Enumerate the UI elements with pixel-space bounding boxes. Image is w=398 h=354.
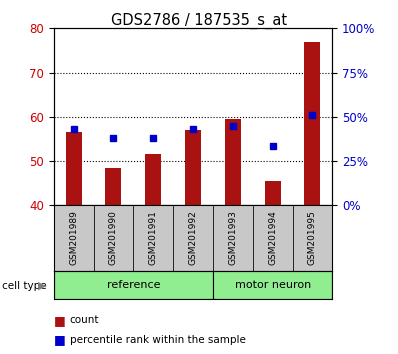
Text: ■: ■ (54, 333, 66, 346)
Text: GSM201991: GSM201991 (149, 211, 158, 266)
Text: ▶: ▶ (37, 281, 46, 291)
Text: GSM201995: GSM201995 (308, 211, 317, 266)
Bar (265, 181, 281, 205)
Text: GSM201993: GSM201993 (228, 211, 237, 266)
Bar (304, 42, 320, 205)
Bar (105, 168, 121, 205)
Text: GDS2786 / 187535_s_at: GDS2786 / 187535_s_at (111, 12, 287, 29)
Bar (145, 154, 161, 205)
Bar (293, 205, 332, 271)
Bar (213, 271, 332, 299)
Text: GSM201989: GSM201989 (69, 211, 78, 266)
Bar (213, 205, 253, 271)
Text: GSM201990: GSM201990 (109, 211, 118, 266)
Text: motor neuron: motor neuron (234, 280, 311, 290)
Text: reference: reference (107, 280, 160, 290)
Text: GSM201994: GSM201994 (268, 211, 277, 265)
Text: count: count (70, 315, 99, 325)
Text: cell type: cell type (2, 281, 47, 291)
Bar (54, 205, 94, 271)
Bar (94, 205, 133, 271)
Bar (225, 119, 241, 205)
Bar (253, 205, 293, 271)
Bar (185, 130, 201, 205)
Bar (66, 132, 82, 205)
Text: percentile rank within the sample: percentile rank within the sample (70, 335, 246, 345)
Bar (54, 271, 213, 299)
Bar (133, 205, 173, 271)
Text: ■: ■ (54, 314, 66, 327)
Bar (173, 205, 213, 271)
Text: GSM201992: GSM201992 (189, 211, 197, 265)
